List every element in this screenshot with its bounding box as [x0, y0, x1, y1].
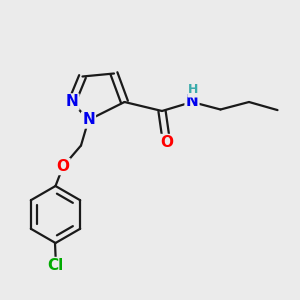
Text: N: N — [82, 112, 95, 128]
Text: Cl: Cl — [47, 258, 64, 273]
Text: O: O — [56, 159, 70, 174]
Text: H: H — [188, 83, 199, 97]
Text: N: N — [66, 94, 78, 110]
Text: O: O — [160, 135, 173, 150]
Text: N: N — [186, 94, 198, 110]
